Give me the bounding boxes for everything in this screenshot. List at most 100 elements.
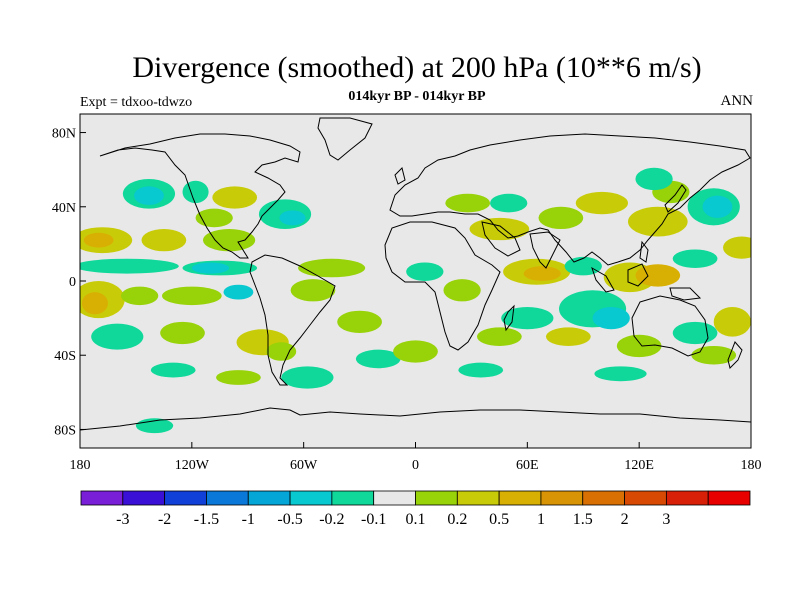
divergence-contour-neg1 [594, 366, 647, 382]
coast-antarctica [80, 407, 751, 431]
divergence-contour-pos1 [393, 340, 438, 363]
latitude-tick-label: 0 [69, 275, 76, 290]
longitude-tick-label: 180 [70, 458, 91, 473]
divergence-contour-pos1 [691, 345, 737, 365]
divergence-contour-pos1 [266, 342, 297, 361]
divergence-contour-neg2 [702, 195, 733, 218]
divergence-contour-neg2 [134, 186, 164, 205]
divergence-contour-neg1 [458, 362, 504, 378]
longitude-tick-label: 120E [624, 458, 654, 473]
longitude-tick-label: 60E [516, 458, 539, 473]
coast-north-america [99, 133, 301, 259]
coast-greenland [317, 117, 373, 161]
divergence-contour-pos1 [477, 327, 522, 346]
colorbar-swatch [206, 490, 249, 506]
coast-south-america [249, 254, 336, 386]
divergence-contour-pos1 [443, 279, 481, 302]
divergence-contour-neg1 [91, 323, 144, 350]
colorbar-label: 3 [662, 511, 670, 528]
colorbar-swatch [415, 490, 458, 506]
colorbar-swatch [498, 490, 542, 506]
divergence-contour-pos3 [81, 292, 108, 315]
colorbar-swatch [665, 490, 709, 506]
divergence-contour-neg1 [80, 258, 179, 274]
divergence-contour-neg1 [672, 321, 718, 345]
colorbar-label: -0.2 [319, 511, 344, 528]
colorbar: -3 -2 -1.5 -1 -0.5 -0.2 -0.1 0.1 0.2 0.5 1 1.5 2 3 [80, 490, 751, 528]
coast-sumatra [591, 266, 615, 293]
divergence-contour-pos1 [538, 206, 584, 230]
latitude-tick-label: 80S [54, 423, 76, 438]
colorbar-swatch [247, 490, 291, 506]
divergence-contour-neg1 [501, 306, 554, 330]
experiment-label: Expt = tdxoo-tdwzo [80, 95, 193, 110]
divergence-contour-neg1 [635, 167, 673, 191]
divergence-contour-pos2 [212, 186, 258, 209]
divergence-contour-pos1 [216, 370, 261, 385]
divergence-contour-pos1 [203, 229, 256, 252]
coast-australia [631, 295, 709, 357]
coastlines [80, 117, 751, 431]
colorbar-label: 0.5 [489, 511, 509, 528]
divergence-contour-neg1 [182, 180, 209, 204]
colorbar-label: -2 [158, 511, 171, 528]
divergence-contour-pos1 [298, 258, 366, 278]
divergence-contour-neg1 [281, 366, 334, 389]
divergence-contour-pos1 [160, 321, 205, 345]
colorbar-label: -1 [242, 511, 255, 528]
longitude-tick-label: 0 [412, 458, 419, 473]
divergence-contour-pos1 [616, 334, 662, 358]
colorbar-label: -0.5 [277, 511, 302, 528]
divergence-contour-pos1 [445, 193, 491, 213]
divergence-contour-pos2 [575, 191, 628, 215]
divergence-contour-neg1 [672, 249, 718, 269]
divergence-contour-pos1 [121, 286, 159, 306]
season-label: ANN [720, 93, 754, 109]
coast-new-guinea [669, 287, 702, 301]
colorbar-swatch [540, 490, 584, 506]
colorbar-label: -3 [116, 511, 129, 528]
longitude-tick-label: 120W [175, 458, 210, 473]
latitude-axis: 80N 40N 0 40S 80S [52, 127, 86, 438]
divergence-contour-neg2 [279, 210, 306, 226]
divergence-contour-neg1 [150, 362, 196, 378]
divergence-contour-pos2 [723, 236, 751, 259]
divergence-field [80, 167, 751, 434]
coast-eurasia [389, 133, 751, 266]
divergence-contour-neg1 [490, 193, 528, 213]
divergence-contour-pos2 [469, 217, 530, 241]
colorbar-swatch [289, 490, 333, 506]
coast-india [529, 231, 561, 269]
divergence-contour-neg2 [191, 262, 230, 274]
coast-borneo [627, 263, 649, 287]
divergence-contour-pos2 [141, 229, 187, 252]
colorbar-label: -1.5 [194, 511, 219, 528]
divergence-contour-pos1 [162, 286, 222, 306]
coast-philippines [639, 240, 649, 263]
colorbar-label: 1.5 [573, 511, 593, 528]
divergence-contour-pos3 [83, 232, 114, 248]
divergence-contour-pos1 [195, 208, 233, 228]
colorbar-swatch [80, 490, 124, 506]
latitude-tick-label: 80N [52, 127, 76, 142]
longitude-tick-label: 180 [741, 458, 762, 473]
colorbar-swatch [164, 490, 207, 506]
longitude-tick-label: 60W [290, 458, 318, 473]
longitude-axis: 180 120W 60W 0 60E 120E 180 [70, 442, 762, 473]
divergence-contour-pos1 [290, 279, 336, 302]
divergence-contour-pos2 [545, 327, 591, 346]
colorbar-swatch [122, 490, 166, 506]
divergence-contour-neg2 [592, 306, 630, 330]
coast-japan [664, 184, 687, 213]
colorbar-label: 2 [621, 511, 629, 528]
colorbar-label: 0.1 [406, 511, 426, 528]
coast-madagascar [503, 304, 515, 332]
colorbar-swatch [456, 490, 500, 506]
divergence-contour-neg1 [406, 262, 444, 281]
divergence-contour-pos2 [627, 206, 688, 237]
divergence-contour-pos3 [635, 264, 681, 287]
coast-new-zealand [727, 341, 743, 369]
divergence-contour-neg1 [564, 256, 602, 276]
colorbar-label: -0.1 [361, 511, 386, 528]
